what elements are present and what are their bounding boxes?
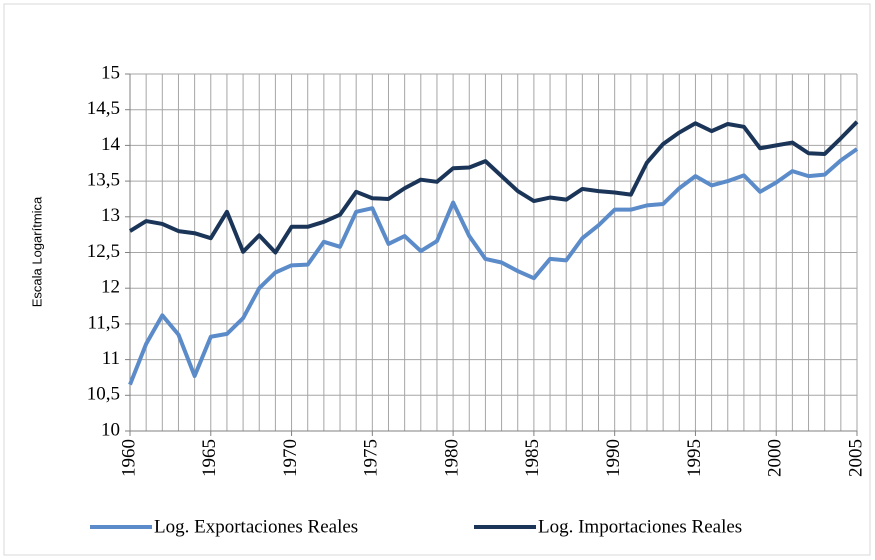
legend-label: Log. Exportaciones Reales (154, 516, 358, 537)
x-tick-label: 1995 (684, 439, 705, 477)
y-tick-label: 13,5 (87, 169, 120, 190)
y-tick-label: 12 (101, 277, 120, 298)
x-tick-label: 1980 (441, 439, 462, 477)
x-tick-label: 1970 (280, 439, 301, 477)
x-tick-label: 1985 (522, 439, 543, 477)
x-tick-label: 2000 (765, 439, 786, 477)
x-tick-label: 1975 (361, 439, 382, 477)
y-tick-label: 11 (102, 348, 120, 369)
y-tick-label: 10,5 (87, 384, 120, 405)
y-tick-label: 14,5 (87, 98, 120, 119)
y-tick-label: 10 (101, 419, 120, 440)
legend-label: Log. Importaciones Reales (538, 516, 742, 537)
series-line (128, 147, 859, 386)
x-tick-label: 2005 (845, 439, 866, 477)
y-tick-label: 15 (101, 62, 120, 83)
series-line (128, 120, 859, 255)
y-tick-label: 14 (101, 134, 121, 155)
y-tick-label: 13 (101, 205, 120, 226)
x-tick-label: 1965 (199, 439, 220, 477)
y-axis-label: Escala Logarítmica (29, 196, 44, 307)
y-tick-label: 12,5 (87, 241, 120, 262)
x-tick-label: 1990 (603, 439, 624, 477)
y-tick-label: 11,5 (87, 312, 120, 333)
x-tick-label: 1960 (118, 439, 139, 477)
